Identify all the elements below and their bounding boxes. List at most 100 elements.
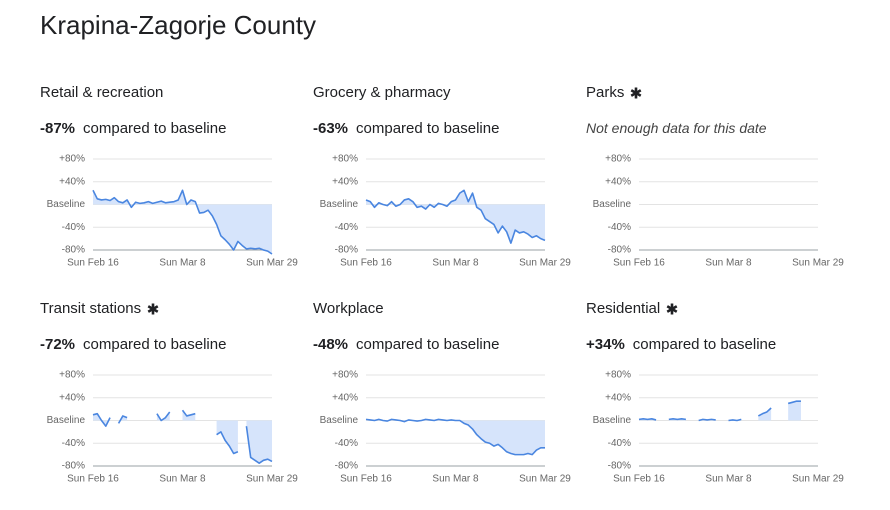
y-tick-label: -80% xyxy=(62,461,85,472)
no-data-note: Not enough data for this date xyxy=(586,120,767,136)
trend-line xyxy=(365,189,546,244)
chart-title: Residential xyxy=(586,300,661,317)
x-tick-label: Sun Mar 29 xyxy=(519,258,571,269)
y-tick-label: -80% xyxy=(608,245,631,256)
y-tick-label: -80% xyxy=(62,245,85,256)
headline-value: -87% xyxy=(40,120,76,137)
baseline-area xyxy=(93,413,111,427)
headline-value: -63% xyxy=(313,120,349,137)
y-tick-label: +80% xyxy=(605,370,631,381)
headline-text: compared to baseline xyxy=(83,120,227,137)
x-tick-label: Sun Mar 8 xyxy=(159,258,206,269)
headline-value: -48% xyxy=(313,336,349,353)
trend-line xyxy=(92,412,111,427)
y-tick-label: +40% xyxy=(605,392,631,403)
headline: -72% compared to baseline xyxy=(40,336,226,353)
chart-title: Transit stations xyxy=(40,300,142,317)
asterisk-stroke xyxy=(666,304,678,313)
headline-value: -72% xyxy=(40,336,76,353)
asterisk-icon xyxy=(630,87,642,98)
y-tick-label: Baseline xyxy=(593,415,632,426)
chart-panel: Parks Not enough data for this date -80% -4… xyxy=(586,84,856,294)
x-tick-label: Sun Feb 16 xyxy=(67,474,119,485)
asterisk-icon xyxy=(666,303,678,314)
baseline-area xyxy=(93,190,272,254)
y-tick-label: +40% xyxy=(59,392,85,403)
chart-heading: Retail & recreation xyxy=(40,84,163,101)
y-tick-label: +40% xyxy=(332,176,358,187)
x-tick-label: Sun Mar 29 xyxy=(792,258,844,269)
y-tick-label: Baseline xyxy=(593,199,632,210)
chart-heading: Residential xyxy=(586,300,678,317)
x-tick-label: Sun Feb 16 xyxy=(340,474,392,485)
chart: -80% -40% Baseline +40% +80% Sun Feb 16 Sun Ma… xyxy=(47,370,299,485)
trend-line xyxy=(787,400,801,405)
baseline-area xyxy=(366,419,545,455)
x-tick-label: Sun Mar 29 xyxy=(246,474,298,485)
trend-line xyxy=(728,418,742,422)
trend-line xyxy=(92,189,273,255)
chart-heading: Grocery & pharmacy xyxy=(313,84,451,101)
chart-title: Grocery & pharmacy xyxy=(313,84,451,101)
chart-panel: Grocery & pharmacy -63% compared to baseli… xyxy=(313,84,583,294)
chart: -80% -40% Baseline +40% +80% Sun Feb 16 Sun Ma… xyxy=(47,154,299,269)
x-tick-label: Sun Mar 8 xyxy=(432,474,479,485)
headline-text: compared to baseline xyxy=(356,120,500,137)
asterisk-icon xyxy=(147,303,159,314)
trend-line xyxy=(181,409,196,417)
page-title: Krapina-Zagorje County xyxy=(40,10,317,40)
baseline-area xyxy=(216,420,238,454)
y-tick-label: -40% xyxy=(608,438,631,449)
x-tick-label: Sun Mar 29 xyxy=(246,258,298,269)
x-tick-label: Sun Feb 16 xyxy=(340,258,392,269)
trend-line xyxy=(638,417,657,421)
x-tick-label: Sun Mar 8 xyxy=(432,258,479,269)
trend-line xyxy=(668,417,686,421)
baseline-area xyxy=(118,415,128,424)
baseline-area xyxy=(156,411,170,421)
trend-line xyxy=(757,407,772,417)
y-tick-label: Baseline xyxy=(47,415,86,426)
trend-line xyxy=(245,426,273,464)
y-tick-label: +80% xyxy=(59,154,85,165)
trend-line xyxy=(117,415,128,424)
trend-line xyxy=(365,418,545,456)
trend-line xyxy=(698,418,716,422)
asterisk-stroke xyxy=(147,304,159,313)
x-tick-label: Sun Mar 29 xyxy=(792,474,844,485)
chart-panel: Retail & recreation -87% compared to basel… xyxy=(40,84,310,294)
headline: -63% compared to baseline xyxy=(313,120,499,137)
headline-text: compared to baseline xyxy=(632,336,777,353)
y-tick-label: -40% xyxy=(335,222,358,233)
y-tick-label: Baseline xyxy=(47,199,86,210)
chart: -80% -40% Baseline +40% +80% Sun Feb 16 Sun Ma… xyxy=(593,154,845,269)
chart-heading: Parks xyxy=(586,84,642,101)
y-tick-label: -80% xyxy=(608,461,631,472)
x-tick-label: Sun Mar 8 xyxy=(705,474,752,485)
trend-line xyxy=(156,411,171,422)
headline-text: compared to baseline xyxy=(356,336,500,353)
y-tick-label: -40% xyxy=(62,438,85,449)
y-tick-label: -40% xyxy=(335,438,358,449)
headline-value: +34% xyxy=(586,336,625,353)
chart-title: Parks xyxy=(586,84,625,101)
asterisk-stroke xyxy=(630,88,642,97)
chart-heading: Transit stations xyxy=(40,300,159,317)
x-tick-label: Sun Mar 8 xyxy=(159,474,206,485)
baseline-area xyxy=(788,401,801,421)
chart: -80% -40% Baseline +40% +80% Sun Feb 16 Sun Ma… xyxy=(320,370,572,485)
headline-text: compared to baseline xyxy=(83,336,227,353)
headline: -87% compared to baseline xyxy=(40,120,226,137)
y-tick-label: -40% xyxy=(62,222,85,233)
chart-panel: Transit stations -72% compared to baseline… xyxy=(40,300,310,510)
y-tick-label: -80% xyxy=(335,461,358,472)
y-tick-label: -40% xyxy=(608,222,631,233)
y-tick-label: -80% xyxy=(335,245,358,256)
x-tick-label: Sun Feb 16 xyxy=(613,474,665,485)
page: Krapina-Zagorje County Retail & recreati… xyxy=(40,10,856,485)
x-tick-label: Sun Mar 29 xyxy=(519,474,571,485)
x-tick-label: Sun Feb 16 xyxy=(67,258,119,269)
chart-title: Workplace xyxy=(313,300,384,317)
chart-panel: Workplace -48% compared to baseline -80% -40… xyxy=(313,300,583,510)
y-tick-label: Baseline xyxy=(320,415,359,426)
